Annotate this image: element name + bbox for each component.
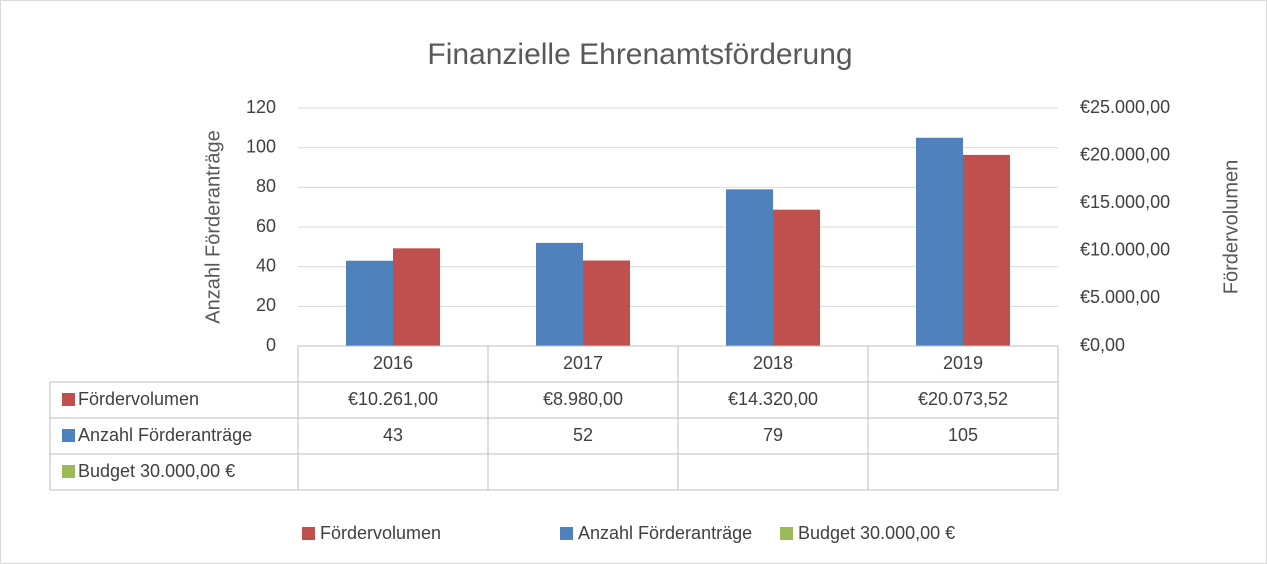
- table-series-name: Budget 30.000,00 €: [78, 461, 235, 481]
- legend-label: Fördervolumen: [320, 523, 441, 543]
- legend-label: Anzahl Förderanträge: [578, 523, 752, 543]
- legend-key: [780, 527, 793, 540]
- table-value: 79: [763, 425, 783, 445]
- y-axis-title: Anzahl Förderanträge: [202, 130, 224, 323]
- bar: [963, 154, 1010, 346]
- x-tick-label: 2018: [753, 353, 793, 373]
- table-value: €10.261,00: [348, 389, 438, 409]
- legend-key: [302, 527, 315, 540]
- y2-tick-label: €15.000,00: [1080, 192, 1170, 212]
- legend-label: Budget 30.000,00 €: [798, 523, 955, 543]
- bar: [726, 189, 773, 346]
- table-series-name: Fördervolumen: [78, 389, 199, 409]
- table-value: 105: [948, 425, 978, 445]
- bar: [536, 242, 583, 346]
- table-series-name: Anzahl Förderanträge: [78, 425, 252, 445]
- y-tick-label: 60: [256, 216, 276, 236]
- y2-axis-title: Fördervolumen: [1220, 160, 1242, 295]
- bar: [346, 260, 393, 346]
- legend-key: [560, 527, 573, 540]
- y2-tick-label: €5.000,00: [1080, 287, 1160, 307]
- table-legend-key: [62, 429, 75, 442]
- y-tick-label: 0: [266, 335, 276, 355]
- bar: [583, 260, 630, 346]
- table-value: €8.980,00: [543, 389, 623, 409]
- x-tick-label: 2016: [373, 353, 413, 373]
- y2-tick-label: €25.000,00: [1080, 97, 1170, 117]
- x-tick-label: 2017: [563, 353, 603, 373]
- y2-tick-label: €10.000,00: [1080, 240, 1170, 260]
- y-tick-label: 100: [246, 136, 276, 156]
- y-tick-label: 120: [246, 97, 276, 117]
- chart-title: Finanzielle Ehrenamtsförderung: [427, 38, 852, 71]
- table-value: €20.073,52: [918, 389, 1008, 409]
- table-legend-key: [62, 465, 75, 478]
- table-legend-key: [62, 393, 75, 406]
- y-tick-label: 20: [256, 295, 276, 315]
- bar: [773, 209, 820, 346]
- table-value: 52: [573, 425, 593, 445]
- table-value: €14.320,00: [728, 389, 818, 409]
- y2-tick-label: €0,00: [1080, 335, 1125, 355]
- x-tick-label: 2019: [943, 353, 983, 373]
- table-value: 43: [383, 425, 403, 445]
- bar: [393, 248, 440, 346]
- bar: [916, 137, 963, 346]
- y-tick-label: 40: [256, 255, 276, 275]
- y-tick-label: 80: [256, 176, 276, 196]
- y2-tick-label: €20.000,00: [1080, 144, 1170, 164]
